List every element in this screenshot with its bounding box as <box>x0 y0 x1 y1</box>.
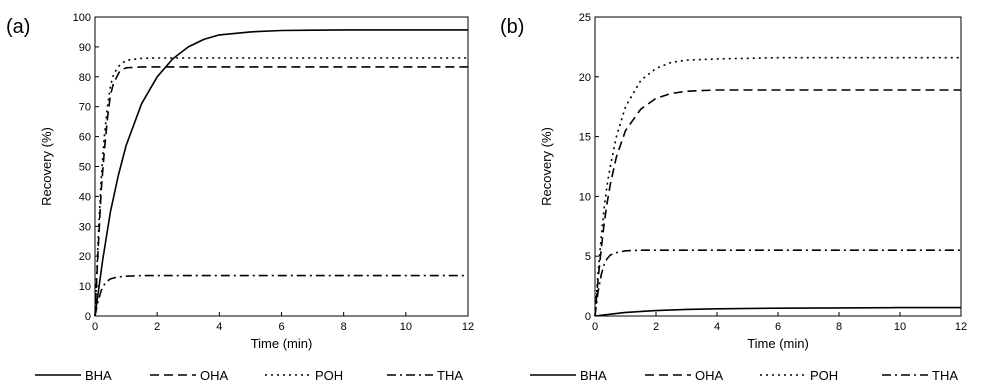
legend-label-bha: BHA <box>85 368 112 383</box>
x-tick-label: 0 <box>592 321 598 333</box>
legend-label-bha: BHA <box>580 368 607 383</box>
series-line-bha <box>94 29 468 317</box>
chart-panel-b: 0 2 4 6 8 10 12 0 5 10 15 20 25 Time (min) Recovery (%… <box>500 12 967 383</box>
series-line-oha <box>94 66 468 317</box>
y-tick-label: 20 <box>579 72 591 84</box>
series-line-tha <box>94 274 468 317</box>
panel-label: (b) <box>500 16 524 38</box>
y-tick-label: 0 <box>85 311 91 323</box>
y-tick-label: 60 <box>79 132 91 144</box>
y-tick-label: 30 <box>79 221 91 233</box>
x-tick-label: 2 <box>154 321 160 333</box>
legend-label-tha: THA <box>932 368 958 383</box>
x-tick-label: 4 <box>714 321 720 333</box>
plot-frame <box>594 16 962 317</box>
series-line-oha <box>594 89 961 317</box>
panel-label: (a) <box>6 16 30 38</box>
y-tick-label: 25 <box>579 12 591 24</box>
legend-label-oha: OHA <box>695 368 724 383</box>
series-line-poh <box>594 56 961 317</box>
x-axis-label: Time (min) <box>747 336 809 351</box>
x-tick-label: 4 <box>216 321 222 333</box>
x-tick-label: 0 <box>92 321 98 333</box>
x-tick-label: 6 <box>278 321 284 333</box>
y-tick-label: 40 <box>79 191 91 203</box>
x-tick-label: 6 <box>775 321 781 333</box>
x-tick-label: 10 <box>400 321 412 333</box>
y-tick-label: 10 <box>79 281 91 293</box>
chart-panel-a: 0 2 4 6 8 10 12 0 10 20 30 40 50 60 70 80 90 100 Time (min… <box>6 12 474 383</box>
legend-label-poh: POH <box>315 368 343 383</box>
y-tick-label: 0 <box>585 311 591 323</box>
y-tick-label: 20 <box>79 251 91 263</box>
y-tick-label: 50 <box>79 162 91 174</box>
x-tick-label: 12 <box>462 321 474 333</box>
y-tick-label: 90 <box>79 42 91 54</box>
y-tick-label: 100 <box>73 12 91 24</box>
x-tick-label: 8 <box>836 321 842 333</box>
series-line-poh <box>94 57 468 317</box>
legend-label-oha: OHA <box>200 368 229 383</box>
series-line-tha <box>594 249 961 317</box>
x-tick-label: 12 <box>955 321 967 333</box>
x-tick-label: 2 <box>653 321 659 333</box>
legend-label-poh: POH <box>810 368 838 383</box>
plot-frame <box>94 16 469 317</box>
y-tick-label: 5 <box>585 251 591 263</box>
x-tick-label: 10 <box>894 321 906 333</box>
y-tick-label: 80 <box>79 72 91 84</box>
y-axis-label: Recovery (%) <box>39 127 54 206</box>
x-axis-label: Time (min) <box>251 336 313 351</box>
y-tick-label: 15 <box>579 132 591 144</box>
legend-label-tha: THA <box>437 368 463 383</box>
y-tick-label: 70 <box>79 102 91 114</box>
x-tick-label: 8 <box>341 321 347 333</box>
y-tick-label: 10 <box>579 191 591 203</box>
y-axis-label: Recovery (%) <box>539 127 554 206</box>
series-line-bha <box>594 306 961 317</box>
